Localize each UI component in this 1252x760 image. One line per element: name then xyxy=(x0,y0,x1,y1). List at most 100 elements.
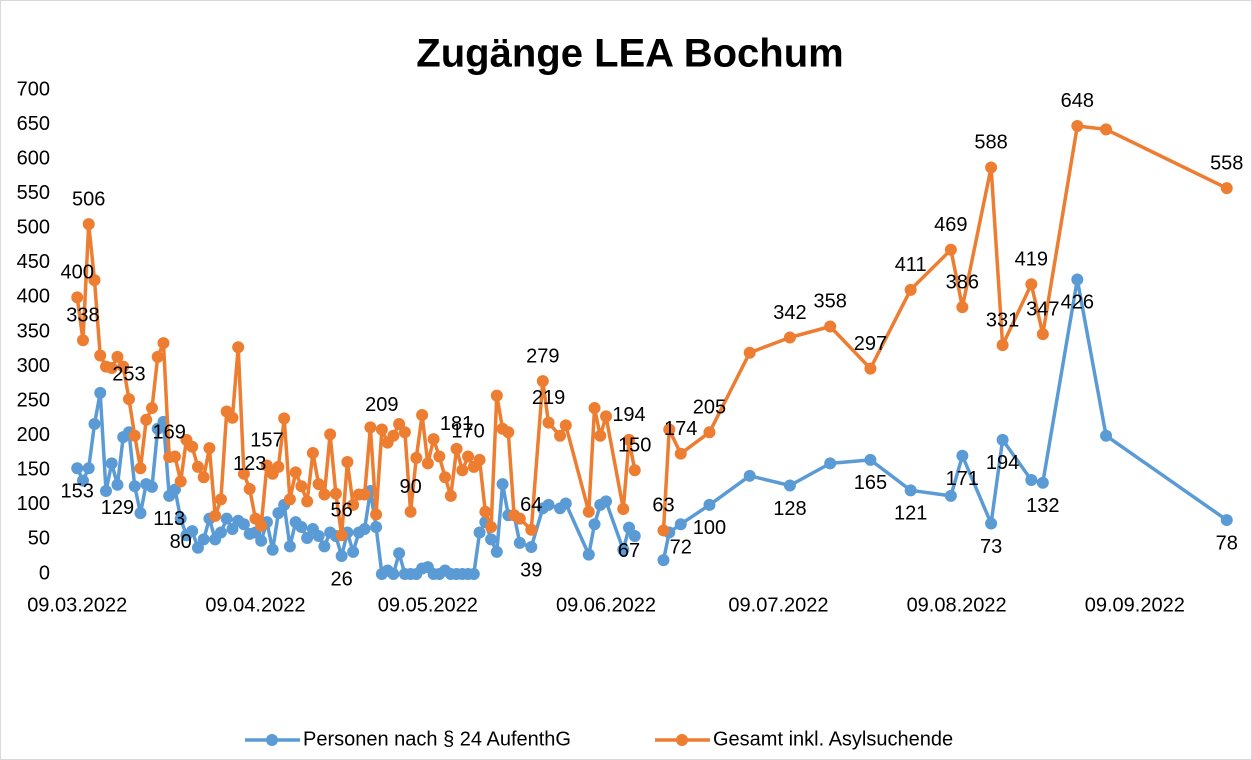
point xyxy=(525,541,538,554)
data-label: 67 xyxy=(618,540,640,562)
point xyxy=(335,550,348,563)
point xyxy=(117,360,130,373)
point xyxy=(433,450,446,463)
point xyxy=(341,455,354,468)
point xyxy=(1071,119,1084,132)
point xyxy=(312,529,325,542)
data-label: 469 xyxy=(934,214,967,236)
data-label: 90 xyxy=(399,476,421,498)
point xyxy=(559,497,572,510)
point xyxy=(122,393,135,406)
data-label: 506 xyxy=(72,188,105,210)
point xyxy=(94,386,107,399)
data-label: 194 xyxy=(986,452,1019,474)
data-label: 121 xyxy=(894,503,927,525)
point xyxy=(266,543,279,556)
point xyxy=(255,519,268,532)
y-tick-label: 600 xyxy=(17,147,50,169)
point xyxy=(1036,328,1049,341)
y-tick-label: 100 xyxy=(17,493,50,515)
y-tick-label: 200 xyxy=(17,424,50,446)
point xyxy=(674,518,687,531)
data-label: 181 xyxy=(440,413,473,435)
chart-title: Zugänge LEA Bochum xyxy=(416,32,843,76)
data-label: 78 xyxy=(1216,532,1238,554)
point xyxy=(82,462,95,475)
point xyxy=(525,523,538,536)
point xyxy=(467,568,480,580)
point xyxy=(490,545,503,558)
y-tick-label: 0 xyxy=(39,562,50,584)
data-label: 63 xyxy=(652,495,674,517)
x-tick-label: 09.05.2022 xyxy=(378,594,478,616)
point xyxy=(370,508,383,521)
point xyxy=(347,545,360,558)
point xyxy=(88,274,101,287)
point xyxy=(88,417,101,430)
x-tick-label: 09.06.2022 xyxy=(556,594,656,616)
point xyxy=(140,413,153,426)
y-tick-label: 500 xyxy=(17,217,50,239)
y-tick-label: 700 xyxy=(17,78,50,100)
point xyxy=(582,505,595,518)
point xyxy=(295,480,308,493)
data-label: 171 xyxy=(946,468,979,490)
y-tick-label: 650 xyxy=(17,113,50,135)
data-label: 128 xyxy=(773,498,806,520)
point xyxy=(301,495,314,508)
point xyxy=(479,505,492,518)
point xyxy=(209,509,222,522)
point xyxy=(278,412,291,425)
point xyxy=(473,526,486,539)
point xyxy=(151,350,164,363)
point xyxy=(439,471,452,484)
point xyxy=(105,361,118,374)
point xyxy=(588,518,601,531)
point xyxy=(904,484,917,497)
legend-marker xyxy=(676,734,688,746)
point xyxy=(600,410,613,423)
point xyxy=(703,498,716,511)
point xyxy=(111,478,124,491)
point xyxy=(174,475,187,488)
data-label: 342 xyxy=(773,302,806,324)
point xyxy=(416,408,429,421)
point xyxy=(617,543,630,556)
legend-marker xyxy=(266,734,278,746)
point xyxy=(496,478,509,491)
point xyxy=(283,540,296,553)
y-tick-label: 450 xyxy=(17,251,50,273)
point xyxy=(145,402,158,415)
point xyxy=(197,533,210,546)
point xyxy=(554,429,567,442)
point xyxy=(1220,182,1233,195)
data-label: 279 xyxy=(526,345,559,367)
data-label: 39 xyxy=(520,559,542,581)
point xyxy=(559,419,572,432)
data-label: 411 xyxy=(895,254,927,276)
point xyxy=(157,337,170,350)
data-label: 588 xyxy=(974,132,1007,154)
point xyxy=(628,464,641,477)
point xyxy=(1100,123,1113,136)
data-label: 426 xyxy=(1061,292,1094,314)
point xyxy=(674,447,687,460)
point xyxy=(588,402,601,415)
point xyxy=(473,453,486,466)
point xyxy=(214,526,227,539)
point xyxy=(237,467,250,480)
data-label: 347 xyxy=(1026,298,1059,320)
point xyxy=(197,471,210,484)
point xyxy=(490,389,503,402)
data-label: 56 xyxy=(331,500,353,522)
y-tick-label: 300 xyxy=(17,355,50,377)
point xyxy=(1025,278,1038,291)
point xyxy=(393,547,406,560)
x-tick-label: 09.04.2022 xyxy=(205,594,305,616)
point xyxy=(444,489,457,502)
legend-label: Gesamt inkl. Asylsuchende xyxy=(713,728,953,750)
data-label: 169 xyxy=(153,421,186,443)
point xyxy=(864,362,877,375)
